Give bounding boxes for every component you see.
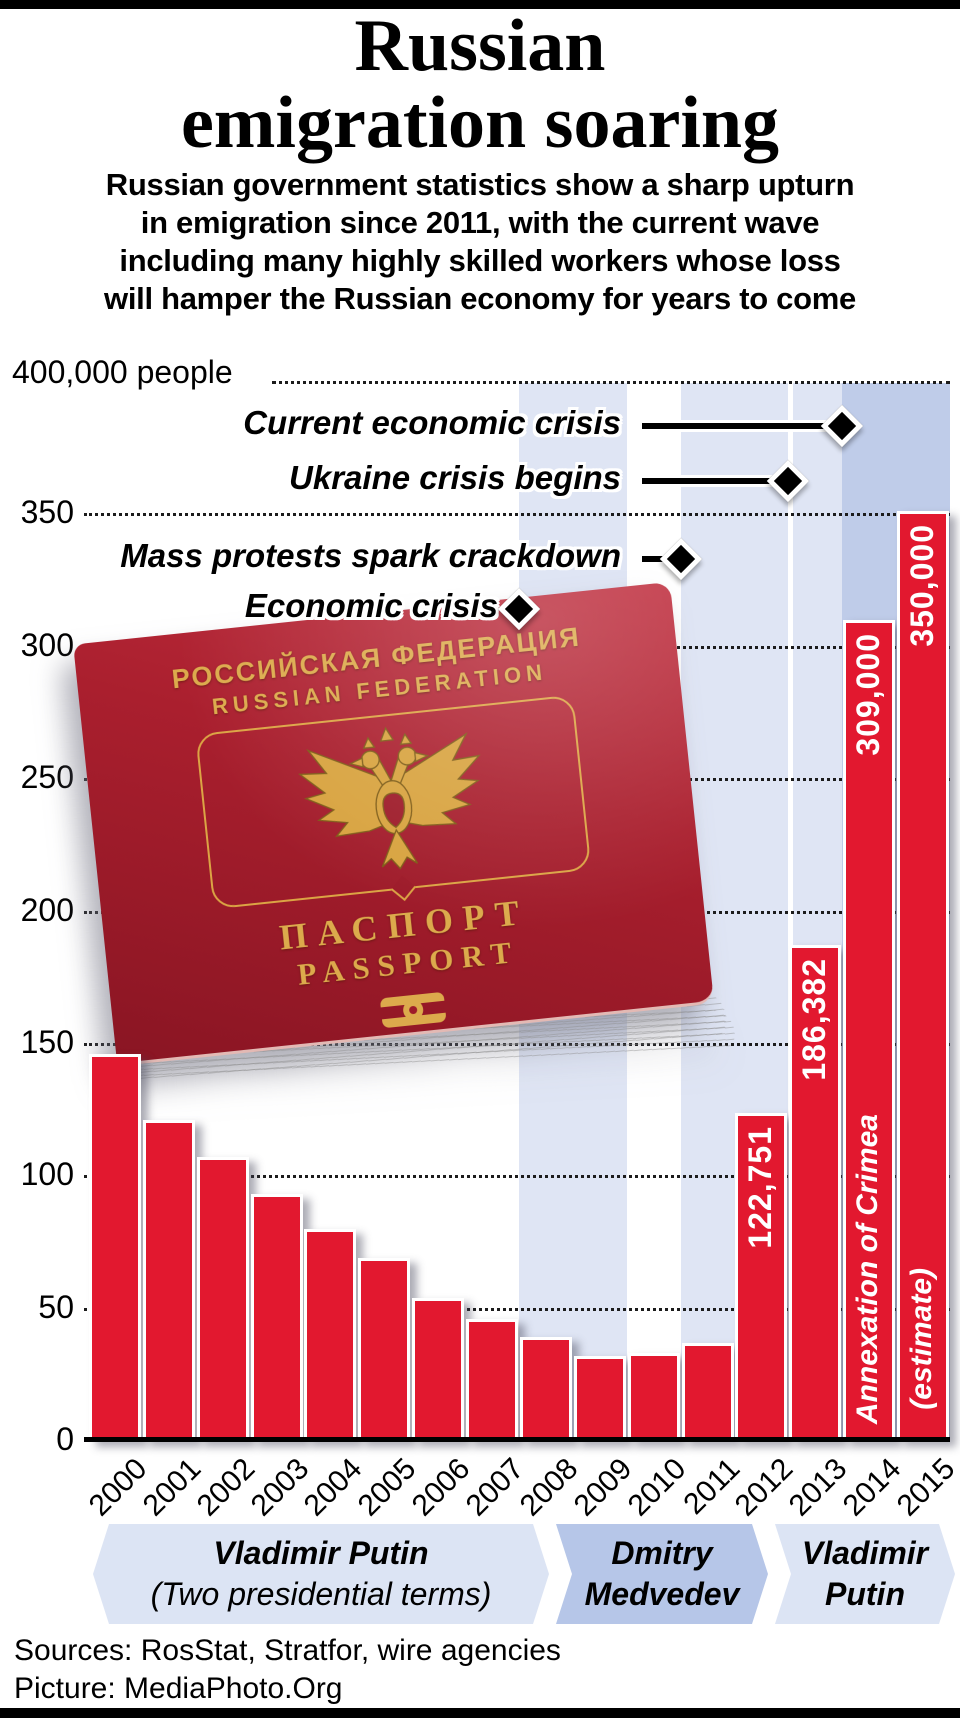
annotation-line-2013 [642,478,774,484]
term-segment-1: Vladimir Putin (Two presidential terms) [93,1524,549,1624]
y-axis-top-label: 400,000 people [12,354,233,390]
term-president-name: Vladimir Putin [213,1535,429,1571]
bottom-border-strip [0,1708,960,1718]
page-title: Russian emigration soaring [0,8,960,162]
bar-value-label-2014: 309,000 [850,632,887,756]
epassport-chip-icon [379,991,447,1029]
x-axis-baseline [84,1437,950,1442]
bar-2008 [519,1337,572,1442]
bar-value-label-2012: 122,751 [742,1126,779,1249]
bar-2005 [358,1257,411,1442]
y-tick-150: 150 [20,1023,74,1060]
bar-2007 [466,1318,519,1442]
bar-2000 [88,1054,141,1442]
annotation-label-2014: Current economic crisis [243,404,621,441]
y-tick-100: 100 [20,1156,74,1193]
annotation-line-2014 [642,423,828,429]
annotation-label-2008: Economic crisis [244,587,498,624]
footer: Sources: RosStat, Stratfor, wire agencie… [14,1632,561,1708]
annotation-label-2013: Ukraine crisis begins [289,459,621,496]
gridline-150 [84,1042,950,1046]
bar-sublabel-2015: (estimate) [905,1268,939,1410]
bar-2002 [196,1157,249,1442]
bar-2009 [573,1355,626,1442]
intro-line: including many highly skilled workers wh… [119,243,841,278]
bar-value-label-2013: 186,382 [796,957,833,1081]
bar-value-label-2015: 350,000 [904,524,941,648]
y-tick-50: 50 [38,1288,74,1325]
passport-country-en: RUSSIAN FEDERATION [210,659,549,720]
y-tick-350: 350 [20,494,74,531]
picture-credit-line: Picture: MediaPhoto.Org [14,1672,343,1705]
title-line-2: emigration soaring [180,82,780,164]
passport-cover: РОССИЙСКАЯ ФЕДЕРАЦИЯ RUSSIAN FEDERATION [73,581,715,1067]
term-detail: (Two presidential terms) [150,1576,492,1612]
bar-2011 [681,1342,734,1442]
russian-passport-photo: РОССИЙСКАЯ ФЕДЕРАЦИЯ RUSSIAN FEDERATION [73,581,736,1092]
y-tick-300: 300 [20,626,74,663]
gridline-400 [272,381,950,384]
bar-2012 [735,1113,788,1442]
intro-line: Russian government statistics show a sha… [105,167,855,202]
term-segment-3: Vladimir Putin [775,1524,955,1624]
gridline-350 [84,513,950,517]
passport-word-en: PASSPORT [295,933,521,992]
gridline-50 [84,1307,950,1311]
term-segment-2: Dmitry Medvedev [556,1524,768,1624]
y-tick-200: 200 [20,891,74,928]
y-tick-0: 0 [56,1421,74,1457]
top-border-strip [0,0,960,9]
y-tick-250: 250 [20,759,74,796]
double-headed-eagle-icon [298,726,481,870]
gridline-100 [84,1175,950,1179]
bar-2015 [897,511,950,1442]
passport-word-ru: ПАСПОРТ [277,891,531,958]
term-detail: Medvedev [584,1576,740,1612]
bar-2001 [142,1120,195,1442]
term-detail: Putin [825,1576,905,1612]
bar-2004 [304,1228,357,1442]
annotation-line-2011 [642,556,666,562]
intro-line: in emigration since 2011, with the curre… [140,205,820,240]
passport-emblem-frame [195,694,592,910]
bar-2010 [627,1353,680,1442]
title-line-1: Russian [354,5,606,87]
sources-line: Sources: RosStat, Stratfor, wire agencie… [14,1634,561,1667]
bar-2003 [250,1194,303,1442]
passport-country-ru: РОССИЙСКАЯ ФЕДЕРАЦИЯ [170,621,583,695]
intro-line: will hamper the Russian economy for year… [104,281,856,316]
presidential-terms-timeline: Vladimir Putin (Two presidential terms) Dm… [0,1524,960,1624]
bar-2013 [789,944,842,1442]
bar-2006 [412,1297,465,1442]
term-president-name: Dmitry [611,1535,713,1571]
intro-paragraph: Russian government statistics show a sha… [0,166,960,318]
term-president-name: Vladimir [801,1535,929,1571]
bar-sublabel-2014: Annexation of Crimea [851,1113,885,1424]
annotation-label-2011: Mass protests spark crackdown [120,537,621,574]
